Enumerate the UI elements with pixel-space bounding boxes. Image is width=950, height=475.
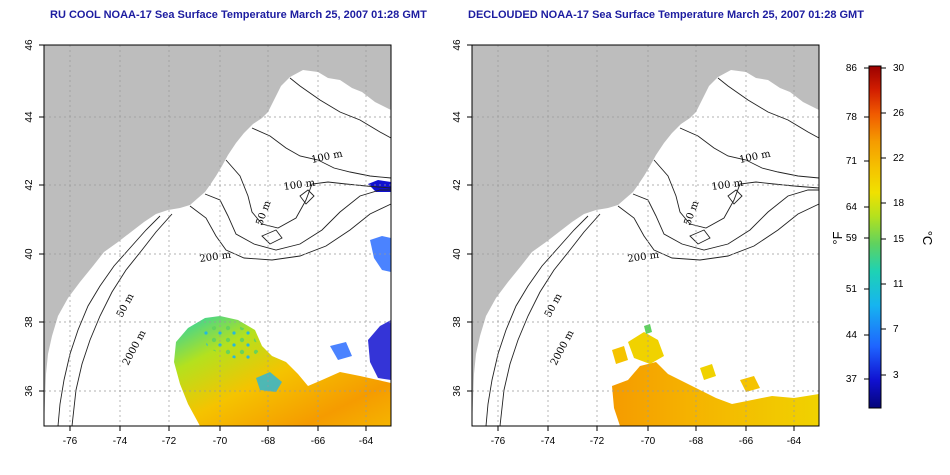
colorbar-gradient xyxy=(868,65,882,409)
fahrenheit-tick-label: 59 xyxy=(846,233,858,244)
graticule xyxy=(472,45,819,426)
fahrenheit-tick-label: 86 xyxy=(846,63,858,74)
temperature-colorbar: 86 78 71 64 59 51 44 37 30 26 22 18 15 1… xyxy=(830,63,935,409)
latitude-tick-label: 40 xyxy=(452,248,463,260)
celsius-tick-label: 30 xyxy=(893,63,905,74)
longitude-tick-label: -74 xyxy=(541,436,556,447)
land-mass xyxy=(44,45,391,426)
celsius-tick-label: 15 xyxy=(893,234,905,245)
contour-label: 200 m xyxy=(627,250,660,265)
celsius-tick-label: 3 xyxy=(893,370,899,381)
longitude-tick-label: -66 xyxy=(739,436,754,447)
celsius-tick-label: 22 xyxy=(893,153,905,164)
right-map-title: DECLOUDED NOAA-17 Sea Surface Temperatur… xyxy=(468,9,864,21)
contour-label: 200 m xyxy=(199,250,232,265)
celsius-tick-label: 7 xyxy=(893,324,899,335)
contour-label: 100 m xyxy=(711,178,744,193)
fahrenheit-tick-label: 51 xyxy=(846,284,858,295)
fahrenheit-tick-label: 64 xyxy=(846,202,858,213)
graticule xyxy=(44,45,391,426)
left-map-title: RU COOL NOAA-17 Sea Surface Temperature … xyxy=(50,9,427,21)
fahrenheit-unit-label: °F xyxy=(830,231,845,244)
celsius-tick-label: 26 xyxy=(893,108,905,119)
sst-swath xyxy=(700,364,716,380)
latitude-tick-label: 42 xyxy=(24,179,35,191)
longitude-tick-label: -68 xyxy=(261,436,276,447)
fahrenheit-tick-label: 44 xyxy=(846,330,858,341)
latitude-tick-label: 36 xyxy=(24,385,35,397)
longitude-tick-label: -64 xyxy=(787,436,802,447)
longitude-tick-label: -76 xyxy=(491,436,506,447)
map-frame xyxy=(471,44,820,427)
contour-label: 100 m xyxy=(283,178,316,193)
latitude-tick-label: 44 xyxy=(24,111,35,123)
latitude-tick-label: 38 xyxy=(452,316,463,328)
sst-swath xyxy=(256,372,282,392)
right-map-panel: 100 m 100 m 50 m 200 m 50 m 2000 m -76 -… xyxy=(452,39,820,447)
latitude-tick-label: 46 xyxy=(24,39,35,51)
sst-swath xyxy=(368,180,391,192)
sst-swath xyxy=(644,324,652,334)
left-map-panel: 100 m 100 m 50 m 200 m 50 m 2000 m -76 -… xyxy=(24,39,392,447)
celsius-tick-label: 18 xyxy=(893,198,905,209)
sst-swath xyxy=(740,376,760,392)
latitude-tick-label: 46 xyxy=(452,39,463,51)
latitude-tick-label: 36 xyxy=(452,385,463,397)
longitude-tick-label: -76 xyxy=(63,436,78,447)
fahrenheit-tick-label: 71 xyxy=(846,156,858,167)
map-frame xyxy=(43,44,392,427)
sst-swath xyxy=(368,320,391,380)
land-mass xyxy=(472,45,819,426)
celsius-tick-label: 11 xyxy=(893,279,904,290)
latitude-tick-label: 44 xyxy=(452,111,463,123)
longitude-tick-label: -72 xyxy=(162,436,177,447)
sst-swath xyxy=(200,322,260,362)
longitude-tick-label: -70 xyxy=(641,436,656,447)
celsius-unit-label: °C xyxy=(920,231,935,246)
fahrenheit-tick-label: 37 xyxy=(846,374,858,385)
sst-swath xyxy=(612,362,819,426)
latitude-tick-label: 42 xyxy=(452,179,463,191)
longitude-tick-label: -66 xyxy=(311,436,326,447)
sst-swath xyxy=(330,342,352,360)
sst-swath xyxy=(612,346,628,364)
longitude-tick-label: -68 xyxy=(689,436,704,447)
longitude-tick-label: -70 xyxy=(213,436,228,447)
latitude-tick-label: 38 xyxy=(24,316,35,328)
fahrenheit-tick-label: 78 xyxy=(846,112,858,123)
longitude-tick-label: -74 xyxy=(113,436,128,447)
longitude-tick-label: -64 xyxy=(359,436,374,447)
bathymetry-contours xyxy=(485,77,820,427)
longitude-tick-label: -72 xyxy=(590,436,605,447)
latitude-tick-label: 40 xyxy=(24,248,35,260)
bathymetry-contours xyxy=(57,77,392,427)
sst-swath xyxy=(628,332,664,364)
